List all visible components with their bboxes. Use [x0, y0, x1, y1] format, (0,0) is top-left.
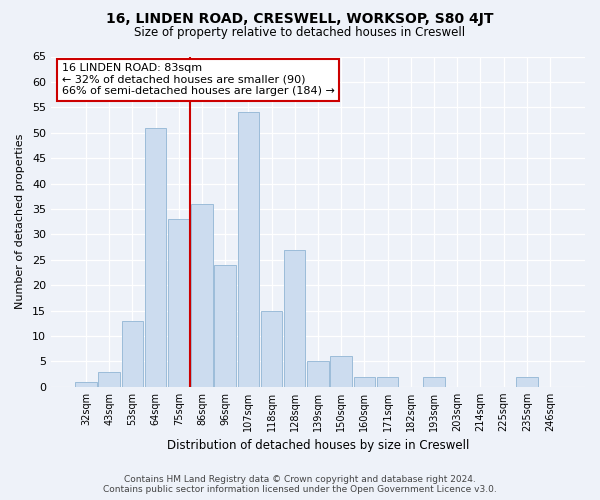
- Y-axis label: Number of detached properties: Number of detached properties: [15, 134, 25, 310]
- Bar: [75, 382, 97, 387]
- Bar: [168, 219, 190, 387]
- Bar: [238, 112, 259, 387]
- Text: Size of property relative to detached houses in Creswell: Size of property relative to detached ho…: [134, 26, 466, 39]
- Bar: [424, 376, 445, 387]
- Bar: [307, 362, 329, 387]
- Bar: [145, 128, 166, 387]
- Bar: [98, 372, 120, 387]
- Bar: [354, 376, 375, 387]
- Text: 16 LINDEN ROAD: 83sqm
← 32% of detached houses are smaller (90)
66% of semi-deta: 16 LINDEN ROAD: 83sqm ← 32% of detached …: [62, 63, 334, 96]
- Bar: [191, 204, 212, 387]
- Bar: [516, 376, 538, 387]
- Text: Contains HM Land Registry data © Crown copyright and database right 2024.
Contai: Contains HM Land Registry data © Crown c…: [103, 474, 497, 494]
- Bar: [284, 250, 305, 387]
- Bar: [331, 356, 352, 387]
- Bar: [261, 310, 282, 387]
- Bar: [122, 320, 143, 387]
- Bar: [377, 376, 398, 387]
- Text: 16, LINDEN ROAD, CRESWELL, WORKSOP, S80 4JT: 16, LINDEN ROAD, CRESWELL, WORKSOP, S80 …: [106, 12, 494, 26]
- Bar: [214, 265, 236, 387]
- X-axis label: Distribution of detached houses by size in Creswell: Distribution of detached houses by size …: [167, 440, 469, 452]
